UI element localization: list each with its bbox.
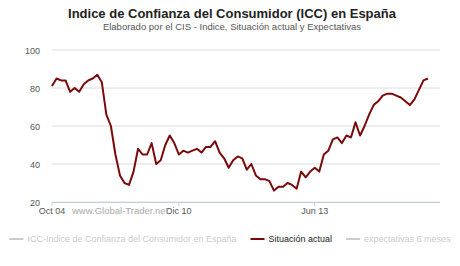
subtitle: Elaborado por el CIS - Indice, Situación…	[103, 21, 361, 32]
grid-line	[52, 202, 440, 203]
x-tick-label: Jun 13	[301, 206, 328, 216]
legend-label: expectativas 6 meses	[364, 234, 451, 244]
legend: ICC-Indice de Confianza del Consumidor e…	[9, 234, 451, 244]
y-tick-label: 80	[30, 84, 40, 94]
legend-label: Situación actual	[269, 234, 333, 244]
legend-label: ICC-Indice de Confianza del Consumidor e…	[27, 234, 236, 244]
x-tick-label: Dic 10	[166, 206, 192, 216]
legend-swatch	[251, 238, 265, 240]
y-tick-label: 40	[30, 160, 40, 170]
x-axis	[52, 202, 440, 203]
plot-area	[52, 75, 428, 191]
x-tick-label: Oct 04	[39, 206, 66, 216]
y-tick-label: 100	[25, 46, 40, 56]
legend-swatch	[9, 238, 23, 240]
title: Indice de Confianza del Consumidor (ICC)…	[68, 6, 397, 21]
series-line	[52, 75, 428, 191]
chart: Indice de Confianza del Consumidor (ICC)…	[0, 0, 460, 266]
grid-line	[52, 164, 440, 165]
watermark: www.Global-Trader.net	[71, 205, 169, 216]
legend-swatch	[346, 238, 360, 240]
grid-line	[52, 88, 440, 89]
y-tick-label: 60	[30, 122, 40, 132]
grid-line	[52, 50, 440, 51]
background	[0, 0, 460, 266]
